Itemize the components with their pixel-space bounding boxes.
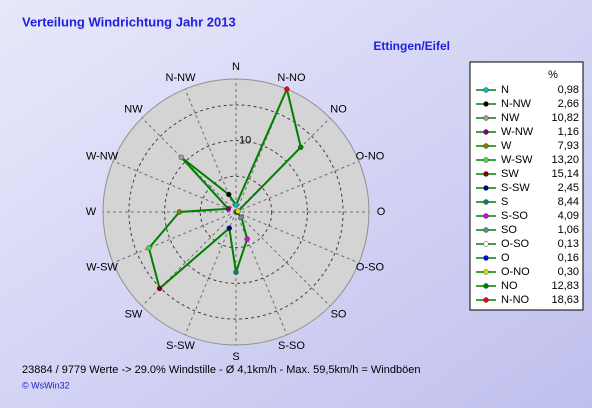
point — [225, 191, 232, 198]
legend-value: 0,16 — [558, 252, 579, 264]
point — [178, 154, 185, 161]
legend-marker — [483, 87, 489, 93]
chart-title: Verteilung Windrichtung Jahr 2013 — [22, 14, 236, 29]
legend-label: NW — [501, 112, 520, 124]
legend-label: S-SW — [501, 182, 530, 194]
legend-marker — [483, 297, 489, 303]
spoke — [235, 211, 288, 336]
point — [226, 225, 233, 231]
legend-label: NO — [501, 280, 518, 292]
direction-label: W — [86, 206, 97, 218]
spoke — [235, 211, 360, 264]
legend-marker — [483, 115, 489, 121]
legend-value: 0,98 — [558, 84, 579, 96]
direction-label: NW — [124, 103, 143, 115]
spoke — [112, 160, 237, 213]
spoke — [112, 211, 237, 264]
direction-label: W-SW — [86, 261, 118, 273]
legend-marker — [483, 213, 489, 219]
legend-label: N — [501, 84, 509, 96]
legend-value: 1,16 — [558, 126, 579, 138]
direction-label: NO — [330, 103, 347, 115]
legend-value: 1,06 — [558, 224, 579, 236]
legend-marker — [483, 269, 489, 275]
legend-label: S-SO — [501, 210, 528, 222]
legend-marker — [483, 227, 489, 233]
legend-label: SW — [501, 168, 519, 180]
legend-label: O-NO — [501, 266, 530, 278]
direction-label: O-SO — [356, 261, 385, 273]
point — [235, 208, 241, 214]
direction-label: N — [232, 61, 240, 73]
legend-label: W — [501, 140, 512, 152]
direction-label: O — [377, 206, 386, 218]
legend-label: W-NW — [501, 126, 534, 138]
legend-value: 0,13 — [558, 238, 579, 250]
point — [238, 214, 245, 221]
point — [146, 245, 152, 251]
point — [284, 86, 290, 92]
legend-marker — [483, 101, 489, 107]
point — [244, 236, 250, 242]
legend-marker — [483, 185, 489, 191]
legend-marker — [483, 283, 489, 289]
legend-header: % — [548, 69, 558, 81]
point — [225, 206, 232, 212]
legend-label: SO — [501, 224, 517, 236]
spoke — [235, 211, 331, 307]
direction-label: W-NW — [86, 150, 119, 162]
legend-label: O — [501, 252, 510, 264]
direction-label: O-NO — [356, 150, 385, 162]
legend-label: S — [501, 196, 508, 208]
spoke — [184, 211, 237, 336]
credit: © WsWin32 — [22, 380, 70, 390]
legend-value: 8,44 — [558, 196, 579, 208]
legend-value: 18,63 — [551, 294, 579, 306]
direction-label: N-NW — [166, 72, 197, 84]
footer: 23884 / 9779 Werte -> 29.0% Windstille -… — [22, 364, 420, 376]
legend-value: 7,93 — [558, 140, 579, 152]
legend-value: 15,14 — [551, 168, 579, 180]
point — [298, 144, 304, 150]
legend-value: 2,45 — [558, 182, 579, 194]
legend-label: O-SO — [501, 238, 530, 250]
legend-value: 12,83 — [551, 280, 579, 292]
legend-marker — [483, 157, 489, 163]
legend-value: 4,09 — [558, 210, 579, 222]
r-tick-label: 10 — [239, 135, 251, 147]
legend-marker — [483, 171, 489, 177]
point — [233, 269, 239, 276]
grid-ring — [199, 175, 273, 249]
grid-ring — [128, 104, 344, 320]
legend-label: N-NW — [501, 98, 532, 110]
subtitle: Ettingen/Eifel — [373, 39, 450, 53]
direction-label: SW — [125, 308, 143, 320]
legend-marker — [483, 255, 489, 261]
direction-label: S-SO — [278, 340, 305, 352]
point — [233, 202, 239, 208]
direction-label: SO — [331, 308, 347, 320]
direction-label: S — [232, 351, 239, 363]
legend-label: W-SW — [501, 154, 533, 166]
legend-marker — [483, 199, 489, 205]
grid-ring — [164, 140, 308, 284]
legend-value: 0,30 — [558, 266, 579, 278]
legend-marker — [483, 143, 489, 149]
legend-value: 10,82 — [551, 112, 579, 124]
legend-label: N-NO — [501, 294, 530, 306]
direction-label: N-NO — [277, 72, 306, 84]
legend-value: 2,66 — [558, 98, 579, 110]
point — [176, 209, 183, 215]
legend-marker — [483, 129, 489, 135]
direction-label: S-SW — [166, 340, 195, 352]
spoke — [235, 160, 360, 213]
spoke — [184, 88, 237, 213]
point — [156, 285, 163, 292]
legend-value: 13,20 — [551, 154, 579, 166]
legend-marker — [483, 241, 489, 247]
